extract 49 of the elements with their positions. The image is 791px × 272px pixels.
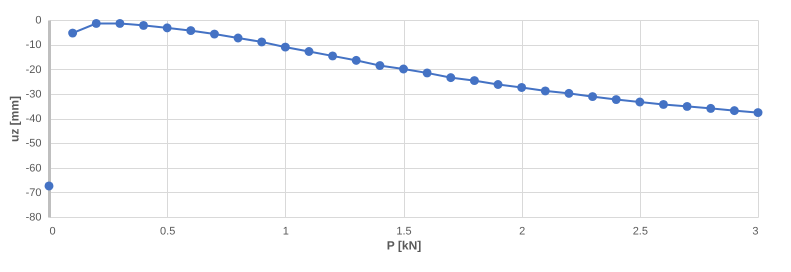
point [635, 98, 644, 106]
y-tick-label: -70 [26, 186, 42, 199]
point [162, 23, 172, 32]
y-tick-label: -80 [26, 212, 42, 224]
point [352, 56, 361, 65]
point [564, 88, 574, 98]
point [658, 100, 668, 109]
point [612, 95, 621, 104]
point [280, 42, 290, 52]
point [328, 51, 338, 60]
point [682, 102, 692, 111]
x-tick-label: 0.5 [160, 226, 176, 238]
x-tick-label: 3 [752, 226, 758, 238]
point [588, 92, 598, 102]
y-tick-label: -60 [26, 162, 42, 174]
y-axis-title: uz [mm] [8, 96, 22, 142]
point [257, 37, 266, 46]
point [115, 18, 124, 28]
point [422, 68, 432, 78]
point [470, 76, 479, 86]
point [186, 26, 196, 36]
point [517, 83, 526, 92]
point [44, 182, 54, 190]
point [706, 104, 716, 113]
x-tick-label: 0 [50, 226, 56, 238]
y-tick-label: -10 [26, 39, 42, 52]
point [730, 106, 739, 116]
point [754, 108, 762, 118]
y-tick-label: -20 [26, 64, 42, 76]
point [494, 80, 503, 89]
point [139, 20, 148, 30]
x-axis-title: P [kN] [386, 238, 422, 252]
x-tick-label: 1 [282, 226, 289, 238]
y-tick-label: -50 [26, 138, 42, 150]
point [92, 18, 101, 28]
point [446, 73, 456, 82]
x-tick-label: 2 [519, 226, 526, 238]
y-tick-label: -30 [26, 88, 42, 100]
point [399, 64, 408, 74]
point [68, 28, 78, 38]
point [540, 86, 550, 96]
point [234, 34, 243, 42]
point [210, 30, 219, 38]
y-tick-label: -40 [26, 113, 42, 125]
x-tick-label: 2.5 [632, 226, 648, 238]
x-tick-label: 1.5 [396, 226, 412, 238]
y-tick-label: 0 [35, 14, 42, 26]
point [375, 61, 384, 70]
point [304, 47, 314, 56]
